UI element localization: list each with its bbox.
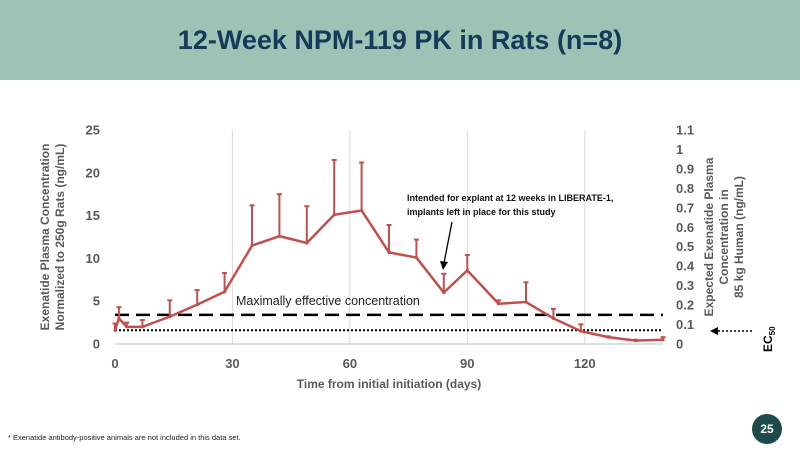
data-point (465, 268, 469, 272)
data-point (634, 338, 638, 343)
data-point (606, 335, 610, 339)
data-point (277, 234, 281, 238)
data-point (305, 241, 309, 245)
data-point (387, 250, 391, 255)
data-point (497, 302, 501, 306)
y-right-tick-label: 0 (676, 337, 683, 352)
y-axis-right-label-line3: 85 kg Human (ng/mL) (732, 176, 746, 298)
data-point (168, 315, 172, 319)
annotation-arrow-head (440, 261, 448, 270)
title-bar: 12-Week NPM-119 PK in Rats (n=8) (0, 0, 800, 80)
ec50-label-sub: 50 (768, 326, 777, 335)
data-point (125, 325, 129, 329)
data-point (117, 316, 121, 320)
y-axis-right-label-line2: Concentration in (717, 189, 731, 284)
y-left-tick-label: 15 (86, 208, 100, 223)
x-tick-label: 120 (574, 356, 596, 371)
slide-title: 12-Week NPM-119 PK in Rats (n=8) (177, 24, 623, 55)
y-right-tick-label: 0.2 (676, 298, 694, 313)
y-axis-left-label-line2: Normalized to 250g Rats (ng/mL) (53, 144, 67, 331)
y-right-tick-label: 0.1 (676, 317, 694, 332)
data-point (223, 290, 227, 294)
ec50-arrow-head (710, 327, 718, 335)
data-point (113, 328, 117, 332)
page-number-badge: 25 (752, 414, 782, 444)
annotation-arrow-line (443, 221, 453, 264)
data-point (250, 243, 254, 248)
data-point (414, 255, 418, 260)
y-right-tick-label: 0.6 (676, 220, 694, 235)
data-point (551, 316, 556, 320)
y-right-tick-label: 0.5 (676, 239, 694, 254)
y-right-tick-label: 1.1 (676, 123, 694, 138)
data-point (140, 325, 144, 329)
y-left-tick-label: 5 (93, 294, 100, 309)
data-point (524, 300, 528, 304)
data-point (661, 338, 665, 342)
x-tick-label: 0 (111, 356, 118, 371)
y-axis-right-label-line1: Expected Exenatide Plasma (702, 157, 716, 316)
x-tick-label: 30 (225, 356, 239, 371)
y-left-tick-label: 0 (93, 337, 100, 352)
y-right-tick-label: 0.4 (676, 259, 695, 274)
y-right-tick-label: 1 (676, 142, 683, 157)
annotation-line2: implants left in place for this study (407, 207, 556, 217)
y-right-tick-label: 0.8 (676, 181, 694, 196)
y-right-tick-label: 0.9 (676, 161, 694, 176)
y-right-tick-label: 0.7 (676, 200, 694, 215)
data-point (360, 208, 364, 213)
x-axis-label: Time from initial initiation (days) (297, 377, 481, 391)
x-tick-label: 60 (343, 356, 357, 371)
max-effective-label: Maximally effective concentration (236, 294, 420, 308)
y-left-tick-label: 10 (86, 251, 100, 266)
y-right-tick-label: 0.3 (676, 278, 694, 293)
ec50-label: EC50 (761, 326, 777, 352)
data-point (579, 329, 583, 333)
ec50-label-main: EC (761, 335, 775, 352)
data-point (332, 213, 336, 217)
annotation-line1: Intended for explant at 12 weeks in LIBE… (407, 193, 613, 203)
footnote: * Exenatide antibody-positive animals ar… (8, 433, 241, 442)
x-tick-label: 90 (460, 356, 474, 371)
y-left-tick-label: 20 (86, 165, 100, 180)
data-point (442, 291, 446, 295)
y-axis-left-label-line1: Exenatide Plasma Concentration (38, 144, 52, 331)
data-point (195, 303, 199, 307)
y-left-tick-label: 25 (86, 123, 100, 138)
